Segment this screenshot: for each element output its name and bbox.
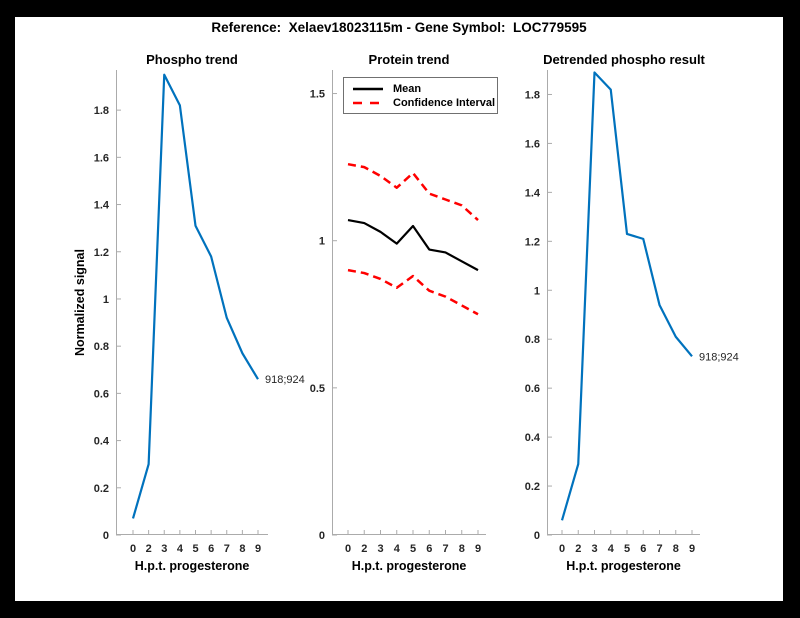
x-tick-label: 9 bbox=[255, 543, 261, 555]
legend-label-mean: Mean bbox=[393, 82, 422, 95]
legend-box: Mean Confidence Interval bbox=[343, 77, 498, 114]
x-tick-label: 3 bbox=[591, 543, 597, 555]
y-tick-label: 1.4 bbox=[525, 187, 541, 199]
matlab-figure: Reference: Xelaev18023115m - Gene Symbol… bbox=[15, 17, 783, 601]
x-axis-label: H.p.t. progesterone bbox=[352, 559, 467, 573]
y-tick-label: 0.6 bbox=[525, 383, 540, 395]
x-tick-label: 9 bbox=[475, 543, 481, 555]
y-tick-label: 1.6 bbox=[94, 152, 109, 164]
y-tick-label: 1.2 bbox=[94, 247, 109, 259]
y-tick-label: 0.8 bbox=[94, 341, 109, 353]
protein-trend-plot: 00.511.50 2 3 4 5 6 7 8 9H.p.t. progesterone bbox=[310, 70, 486, 573]
y-tick-label: 0 bbox=[534, 530, 540, 542]
detrended-phospho-plot: 00.20.40.60.811.21.41.61.80 2 3 4 5 6 7 8 9H.p.t… bbox=[525, 70, 739, 573]
x-tick-label: 2 bbox=[146, 543, 152, 555]
x-tick-label: 4 bbox=[608, 543, 615, 555]
x-tick-label: 8 bbox=[239, 543, 245, 555]
phospho-trend-plot: 00.20.40.60.811.21.41.61.80 2 3 4 5 6 7 8 9H.p.t… bbox=[73, 70, 305, 573]
y-tick-label: 1.8 bbox=[94, 105, 109, 117]
series-line bbox=[347, 268, 479, 316]
x-tick-label: 7 bbox=[656, 543, 662, 555]
figure-title: Reference: Xelaev18023115m - Gene Symbol… bbox=[211, 20, 587, 35]
x-tick-label: 3 bbox=[161, 543, 167, 555]
x-axis-label: H.p.t. progesterone bbox=[566, 559, 681, 573]
y-tick-label: 0.4 bbox=[94, 436, 110, 448]
x-tick-label: 8 bbox=[673, 543, 679, 555]
y-tick-label: 0 bbox=[319, 530, 325, 542]
confidence-interval-line-sample bbox=[353, 101, 383, 104]
plot2-title: Protein trend bbox=[368, 52, 450, 67]
y-tick-label: 1.2 bbox=[525, 236, 540, 248]
legend-row-mean: Mean bbox=[352, 83, 497, 95]
x-tick-label: 5 bbox=[192, 543, 198, 555]
y-tick-label: 1 bbox=[103, 294, 109, 306]
x-tick-label: 2 bbox=[361, 543, 367, 555]
x-tick-label: 4 bbox=[394, 543, 401, 555]
y-tick-label: 0.8 bbox=[525, 334, 540, 346]
datapoint-annotation: 918;924 bbox=[265, 374, 305, 386]
legend-row-confidence-interval: Confidence Interval bbox=[352, 97, 497, 109]
x-tick-label: 8 bbox=[459, 543, 465, 555]
x-tick-label: 3 bbox=[377, 543, 383, 555]
y-tick-label: 0.4 bbox=[525, 432, 541, 444]
x-tick-label: 6 bbox=[426, 543, 432, 555]
y-axis-label: Normalized signal bbox=[73, 249, 87, 356]
datapoint-annotation: 918;924 bbox=[699, 351, 739, 363]
mean-line-sample bbox=[353, 87, 383, 90]
legend-label-confidence-interval: Confidence Interval bbox=[393, 96, 496, 109]
x-tick-label: 9 bbox=[689, 543, 695, 555]
series-line bbox=[347, 219, 479, 272]
y-tick-label: 0.6 bbox=[94, 388, 109, 400]
x-tick-label: 5 bbox=[624, 543, 630, 555]
plot1-title: Phospho trend bbox=[146, 52, 238, 67]
x-tick-label: 0 bbox=[345, 543, 351, 555]
y-tick-label: 1.8 bbox=[525, 89, 540, 101]
y-tick-label: 1.4 bbox=[94, 200, 110, 212]
y-tick-label: 1.6 bbox=[525, 138, 540, 150]
y-tick-label: 0 bbox=[103, 530, 109, 542]
series-line bbox=[131, 73, 259, 519]
x-tick-label: 7 bbox=[442, 543, 448, 555]
y-tick-label: 1 bbox=[534, 285, 540, 297]
x-axis-label: H.p.t. progesterone bbox=[135, 559, 250, 573]
x-tick-label: 6 bbox=[208, 543, 214, 555]
x-tick-label: 0 bbox=[559, 543, 565, 555]
y-tick-label: 0.2 bbox=[525, 481, 540, 493]
x-tick-label: 0 bbox=[130, 543, 136, 555]
series-line bbox=[560, 71, 693, 521]
y-tick-label: 1.5 bbox=[310, 89, 325, 101]
plot3-title: Detrended phospho result bbox=[543, 52, 705, 67]
y-tick-label: 0.5 bbox=[310, 383, 325, 395]
y-tick-label: 0.2 bbox=[94, 483, 109, 495]
series-line bbox=[347, 162, 479, 222]
x-tick-label: 2 bbox=[575, 543, 581, 555]
x-tick-label: 4 bbox=[177, 543, 184, 555]
y-tick-label: 1 bbox=[319, 236, 325, 248]
x-tick-label: 7 bbox=[224, 543, 230, 555]
x-tick-label: 6 bbox=[640, 543, 646, 555]
x-tick-label: 5 bbox=[410, 543, 416, 555]
